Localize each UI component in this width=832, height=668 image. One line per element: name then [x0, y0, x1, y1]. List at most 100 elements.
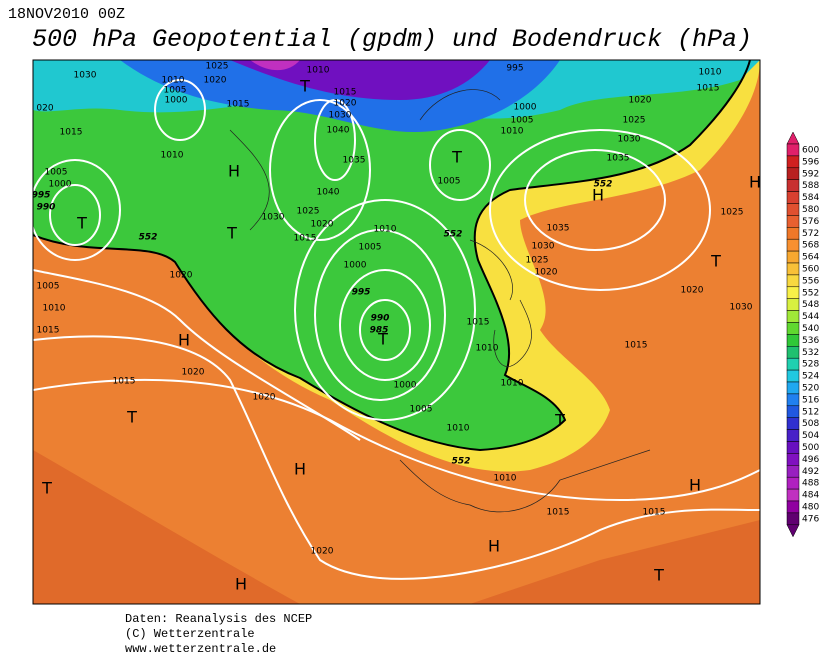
isoline-label: 552	[594, 180, 613, 190]
isoline-label: 1000	[165, 96, 188, 106]
colorbar-swatch	[786, 369, 800, 383]
pressure-center: T	[554, 411, 565, 430]
colorbar-swatch	[786, 346, 800, 359]
isoline-label: 1025	[526, 256, 549, 266]
isoline-label: 1020	[629, 96, 652, 106]
isoline-label: 1015	[294, 234, 317, 244]
isoline-label: 1010	[374, 225, 397, 235]
isoline-label: 1030	[262, 213, 285, 223]
colorbar-label: 492	[802, 467, 819, 477]
colorbar-label: 528	[802, 360, 819, 370]
colorbar-label: 584	[802, 193, 819, 203]
isoline-label: 1015	[697, 84, 720, 94]
colorbar-label: 496	[802, 455, 819, 465]
pressure-center: H	[749, 173, 761, 192]
colorbar-label: 488	[802, 479, 819, 489]
colorbar-swatch	[786, 453, 800, 466]
isoline-label: 1010	[476, 344, 499, 354]
pressure-center: H	[235, 575, 247, 594]
colorbar-swatch	[786, 143, 800, 157]
colorbar-label: 560	[802, 264, 819, 274]
colorbar-swatch	[786, 500, 800, 514]
colorbar-swatch	[786, 298, 800, 311]
isoline-label: 1035	[343, 156, 366, 166]
colorbar-label: 480	[802, 502, 819, 512]
isoline-label: 1030	[532, 242, 555, 252]
isoline-label: 1010	[161, 151, 184, 161]
colorbar-swatch	[786, 429, 800, 442]
colorbar-label: 516	[802, 395, 819, 405]
colorbar-swatch	[786, 227, 800, 240]
isoline-label: 990	[37, 203, 56, 213]
colorbar-label: 572	[802, 229, 819, 239]
isoline-label: 1010	[162, 76, 185, 86]
colorbar-swatch	[786, 238, 800, 252]
colorbar-swatch	[786, 274, 800, 288]
colorbar-label: 476	[802, 514, 819, 524]
pressure-center: H	[689, 476, 701, 495]
isoline-label: 1005	[359, 243, 382, 253]
pressure-center: T	[377, 330, 388, 349]
colorbar-swatch	[786, 381, 800, 395]
colorbar-label: 592	[802, 169, 819, 179]
colorbar-label: 600	[802, 145, 819, 155]
colorbar-swatch	[786, 405, 800, 418]
isoline-label: 1015	[60, 128, 83, 138]
isoline-label: 1015	[37, 326, 60, 336]
colorbar-swatch	[786, 250, 800, 264]
colorbar-label: 540	[802, 324, 819, 334]
colorbar-label: 580	[802, 205, 819, 215]
isoline-label: 1020	[253, 393, 276, 403]
colorbar-swatch	[786, 203, 800, 216]
isoline-label: 985	[370, 326, 389, 336]
isoline-label: 1035	[607, 154, 630, 164]
pressure-center: H	[294, 460, 306, 479]
pressure-center: T	[41, 479, 52, 498]
isoline-label: 1020	[535, 268, 558, 278]
colorbar-swatch	[786, 155, 800, 169]
isoline-label: 1020	[681, 286, 704, 296]
isoline-label: 1015	[643, 508, 666, 518]
colorbar-label: 536	[802, 336, 819, 346]
isoline-label: 1000	[394, 381, 417, 391]
isoline-label: 1005	[45, 168, 68, 178]
isoline-label: 1040	[327, 126, 350, 136]
colorbar-label: 504	[802, 431, 819, 441]
isoline-label: 1000	[49, 180, 72, 190]
footer-line: www.wetterzentrale.de	[125, 642, 276, 656]
colorbar-label: 556	[802, 276, 819, 286]
isoline-label: 1020	[334, 99, 357, 109]
colorbar-label: 484	[802, 491, 819, 501]
colorbar-label: 568	[802, 241, 819, 251]
colorbar-swatch	[786, 476, 800, 490]
isoline-label: 1010	[699, 68, 722, 78]
isoline-label: 1005	[37, 282, 60, 292]
colorbar-cap	[786, 524, 800, 538]
colorbar-label: 552	[802, 288, 819, 298]
colorbar-label: 544	[802, 312, 819, 322]
colorbar-label: 520	[802, 383, 819, 393]
isoline-label: 552	[452, 457, 471, 467]
isoline-label: 1010	[447, 424, 470, 434]
pressure-center: T	[710, 252, 721, 271]
pressure-center: H	[592, 186, 604, 205]
isoline-label: 1040	[317, 188, 340, 198]
colorbar-label: 596	[802, 157, 819, 167]
isoline-label: 1010	[43, 304, 66, 314]
isoline-label: 995	[352, 288, 371, 298]
isoline-label: 1030	[329, 111, 352, 121]
isoline-label: 1025	[721, 208, 744, 218]
colorbar-swatch	[786, 262, 800, 276]
isoline-label: 1000	[514, 103, 537, 113]
isoline-label: 1015	[547, 508, 570, 518]
isoline-label: 1010	[501, 379, 524, 389]
colorbar-swatch	[786, 179, 800, 192]
colorbar-swatch	[786, 417, 800, 430]
footer-line: (C) Wetterzentrale	[125, 627, 255, 641]
isoline-label: 1005	[438, 177, 461, 187]
isoline-label: 1025	[623, 116, 646, 126]
isoline-label: 1030	[730, 303, 753, 313]
isoline-label: 1030	[618, 135, 641, 145]
isoline-label: 1020	[204, 76, 227, 86]
